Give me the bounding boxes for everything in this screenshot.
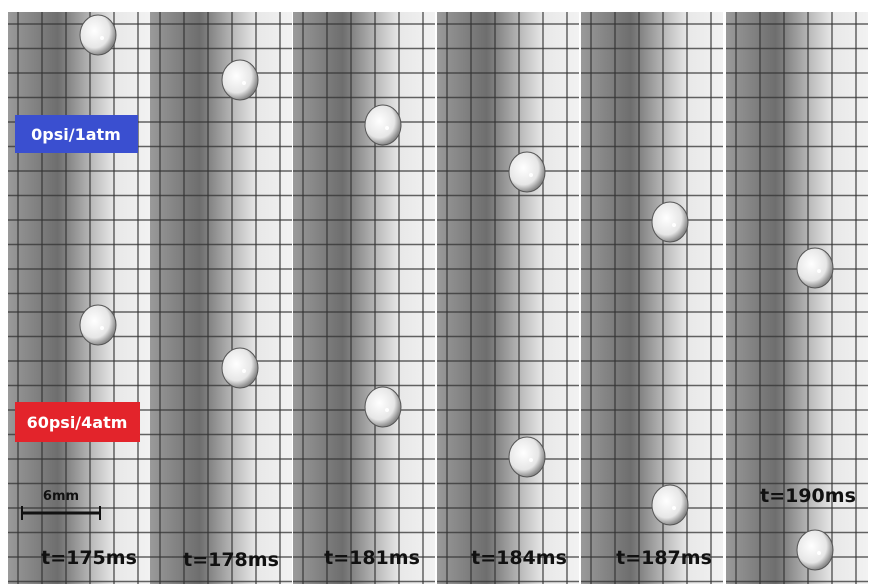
panel-bg xyxy=(581,300,723,584)
droplet-highlight xyxy=(100,36,104,40)
droplet xyxy=(222,60,258,100)
droplet xyxy=(80,305,116,345)
panel-bg xyxy=(726,300,868,584)
time-label: t=190ms xyxy=(760,485,856,507)
panel-bg xyxy=(437,12,579,300)
image-panels xyxy=(8,12,868,584)
droplet xyxy=(652,202,688,242)
panel xyxy=(437,12,579,300)
panel-bg xyxy=(437,300,579,584)
panel-bg xyxy=(581,12,723,300)
panel xyxy=(150,300,292,584)
time-label: t=184ms xyxy=(471,547,567,569)
panel xyxy=(581,300,723,584)
droplet xyxy=(365,387,401,427)
panel-bg xyxy=(150,300,292,584)
droplet-highlight xyxy=(817,551,821,555)
droplet xyxy=(509,152,545,192)
panel xyxy=(150,12,292,300)
panel xyxy=(293,300,435,584)
droplet-highlight xyxy=(242,369,246,373)
droplet xyxy=(797,530,833,570)
scale-bar-label: 6mm xyxy=(43,489,79,504)
droplet xyxy=(652,485,688,525)
droplet xyxy=(365,105,401,145)
panel-bg xyxy=(293,12,435,300)
droplet-highlight xyxy=(100,326,104,330)
panel xyxy=(581,12,723,300)
panel-bg xyxy=(293,300,435,584)
droplet-highlight xyxy=(385,408,389,412)
row-label: 0psi/1atm xyxy=(31,125,121,144)
droplet xyxy=(797,248,833,288)
panel xyxy=(726,12,868,300)
panel-bg xyxy=(8,12,150,300)
time-label: t=178ms xyxy=(183,549,279,571)
time-label: t=187ms xyxy=(616,547,712,569)
panel-bg xyxy=(150,12,292,300)
figure: 0psi/1atm 60psi/4atm 6mm t=175ms t=178ms t… xyxy=(0,0,873,584)
droplet xyxy=(509,437,545,477)
panel xyxy=(8,12,150,300)
panel xyxy=(293,12,435,300)
droplet-highlight xyxy=(242,81,246,85)
droplet-highlight xyxy=(529,458,533,462)
droplet xyxy=(80,15,116,55)
droplet-highlight xyxy=(529,173,533,177)
panel xyxy=(437,300,579,584)
time-label: t=175ms xyxy=(41,547,137,569)
droplet-highlight xyxy=(817,269,821,273)
droplet-highlight xyxy=(385,126,389,130)
droplet-highlight xyxy=(672,223,676,227)
row-label: 60psi/4atm xyxy=(27,413,128,432)
droplet xyxy=(222,348,258,388)
panel-bg xyxy=(726,12,868,300)
droplet-highlight xyxy=(672,506,676,510)
time-label: t=181ms xyxy=(324,547,420,569)
panel xyxy=(726,300,868,584)
